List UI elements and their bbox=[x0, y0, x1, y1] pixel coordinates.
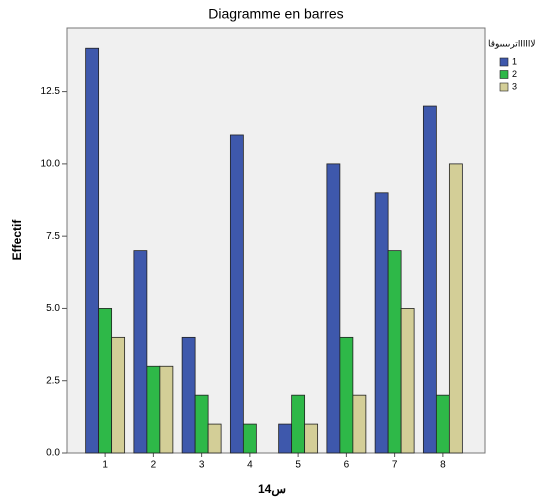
bar bbox=[278, 423, 293, 454]
bar bbox=[111, 336, 126, 454]
x-tick-label: 4 bbox=[247, 460, 253, 471]
bar bbox=[374, 192, 389, 454]
y-tick-label: 10.0 bbox=[41, 159, 61, 170]
legend-label: 2 bbox=[512, 69, 517, 79]
legend-swatch bbox=[499, 82, 509, 92]
legend-swatch bbox=[499, 70, 509, 79]
bar bbox=[352, 394, 367, 454]
bar bbox=[326, 163, 341, 454]
bar bbox=[229, 134, 244, 454]
legend-swatch bbox=[499, 57, 509, 67]
x-tick-label: 8 bbox=[440, 460, 446, 471]
bar bbox=[387, 250, 402, 454]
bar bbox=[207, 423, 222, 454]
plot-area bbox=[66, 27, 486, 454]
legend-label: 1 bbox=[512, 56, 517, 66]
bar bbox=[133, 250, 148, 454]
y-tick-label: 2.5 bbox=[46, 375, 60, 386]
bar bbox=[242, 423, 257, 454]
x-tick-label: 2 bbox=[151, 460, 157, 471]
y-tick-label: 7.5 bbox=[46, 231, 60, 242]
x-tick-label: 1 bbox=[102, 460, 108, 471]
legend-label: 3 bbox=[512, 81, 517, 91]
bar bbox=[400, 308, 415, 454]
x-axis-label: س14 bbox=[258, 482, 286, 497]
bar bbox=[85, 47, 100, 454]
x-tick-label: 6 bbox=[344, 460, 350, 471]
y-tick-label: 12.5 bbox=[41, 86, 61, 97]
bar bbox=[98, 308, 113, 454]
bar bbox=[181, 336, 196, 454]
bar bbox=[291, 394, 306, 454]
x-tick-label: 3 bbox=[199, 460, 205, 471]
y-tick-label: 0.0 bbox=[46, 448, 60, 459]
bar bbox=[422, 105, 437, 454]
y-axis-label: Effectif bbox=[10, 219, 24, 261]
y-tick-label: 5.0 bbox=[46, 303, 60, 314]
bar bbox=[146, 365, 161, 454]
chart-title: Diagramme en barres bbox=[208, 6, 343, 22]
x-tick-label: 7 bbox=[392, 460, 398, 471]
x-tick-label: 5 bbox=[295, 460, 301, 471]
bar bbox=[159, 365, 174, 454]
bar bbox=[448, 163, 463, 454]
bar bbox=[435, 394, 450, 454]
bar bbox=[339, 336, 354, 454]
bar bbox=[194, 394, 209, 454]
legend-title: ترىىىىوقاIIIIIلا bbox=[488, 38, 535, 49]
bar bbox=[304, 423, 319, 454]
